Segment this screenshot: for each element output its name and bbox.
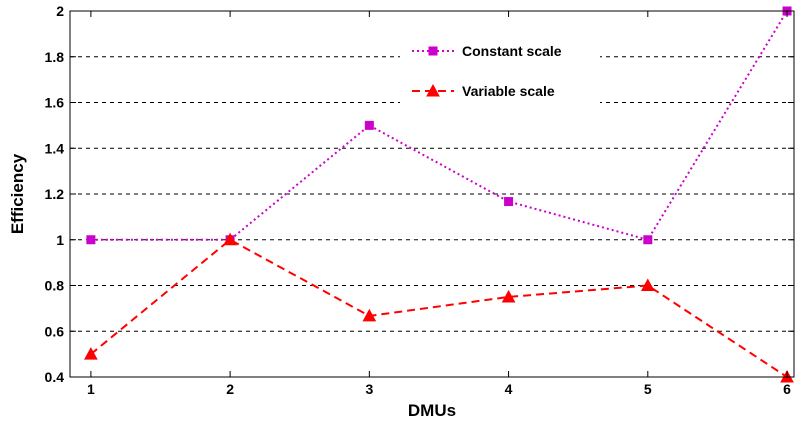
x-tick-label: 3 [365, 381, 373, 397]
y-tick-label: 1.2 [45, 186, 65, 202]
x-tick-label: 5 [644, 381, 652, 397]
legend-label: Constant scale [462, 43, 562, 59]
x-axis-title: DMUs [408, 401, 456, 420]
y-tick-label: 1.8 [45, 49, 65, 65]
series-line [90, 10, 788, 241]
triangle-marker [501, 289, 516, 303]
legend-label: Variable scale [462, 83, 555, 99]
triangle-marker [426, 83, 440, 97]
y-tick-label: 1.6 [45, 95, 65, 111]
square-marker [504, 197, 514, 207]
triangle-marker [640, 278, 655, 291]
y-tick-label: 1 [56, 232, 64, 248]
series-line [90, 238, 788, 378]
y-tick-label: 1.4 [45, 140, 65, 156]
x-tick-label: 1 [87, 381, 95, 397]
square-marker [364, 120, 374, 130]
square-marker [86, 235, 96, 245]
y-tick-label: 0.8 [45, 278, 65, 294]
triangle-marker [362, 308, 377, 322]
x-tick-label: 6 [783, 381, 791, 397]
series-markers [84, 6, 794, 383]
y-tick-label: 2 [56, 3, 64, 19]
x-tick-label: 2 [226, 381, 234, 397]
triangle-marker [223, 232, 237, 246]
series-lines [90, 10, 788, 378]
square-marker [428, 46, 438, 56]
legend: Constant scale Variable scale [400, 34, 600, 106]
x-tick-label: 4 [505, 381, 513, 397]
square-marker [643, 235, 653, 245]
x-tick-labels: 1 2 3 4 5 6 [87, 381, 791, 397]
y-tick-label: 0.6 [45, 323, 65, 339]
y-axis-title: Efficiency [8, 153, 27, 234]
y-tick-label: 0.4 [45, 369, 65, 385]
triangle-marker [84, 347, 98, 360]
y-tick-labels: 0.4 0.6 0.8 1 1.2 1.4 1.6 1.8 2 [45, 3, 65, 385]
axis-ticks [70, 10, 794, 378]
